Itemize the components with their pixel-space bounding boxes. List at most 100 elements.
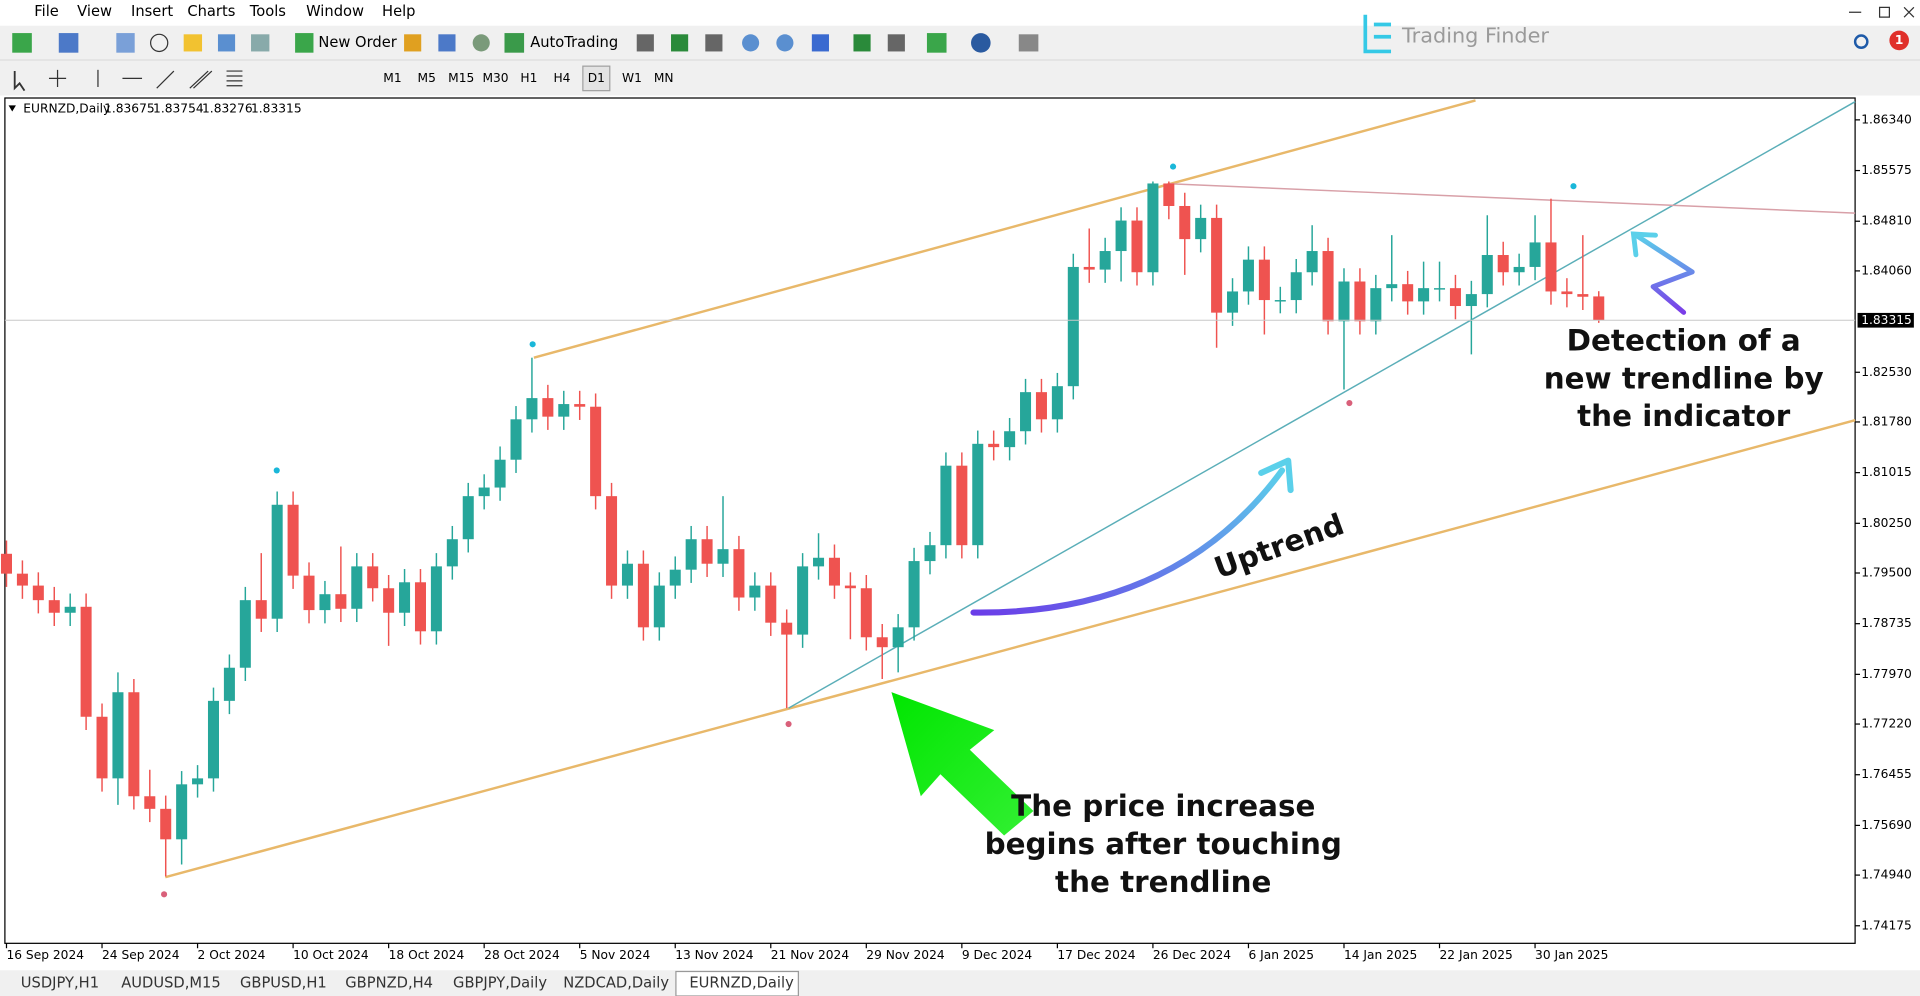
menu-item[interactable]: Insert <box>131 3 173 20</box>
timeframe-button[interactable]: MN <box>654 71 674 85</box>
y-tick-label: 1.81780 <box>1861 414 1912 428</box>
annotation-text: new trendline by <box>1544 361 1824 395</box>
candle-body <box>510 419 522 460</box>
y-tick-label: 1.77970 <box>1861 667 1912 681</box>
y-tick-label: 1.84810 <box>1861 214 1912 228</box>
timeframe-button[interactable]: H4 <box>553 71 570 85</box>
x-tick-label: 21 Nov 2024 <box>771 948 850 962</box>
menu-bar <box>0 0 1920 26</box>
y-tick-label: 1.85575 <box>1861 163 1912 177</box>
candle-body <box>1386 284 1398 289</box>
candle-body <box>781 622 793 635</box>
candle-body <box>669 569 681 586</box>
ohlc-value: 1.83276 <box>202 102 253 116</box>
candle-body <box>96 716 108 779</box>
menu-item[interactable]: Window <box>306 3 364 20</box>
bid-label-box <box>1857 312 1914 328</box>
menu-item[interactable]: Tools <box>249 3 286 20</box>
candle-body <box>813 557 825 567</box>
candle-body <box>892 627 904 648</box>
timeframe-button[interactable]: M5 <box>418 71 436 85</box>
timeframe-button[interactable]: M1 <box>383 71 401 85</box>
ohlc-value: 1.83315 <box>251 102 302 116</box>
menu-item[interactable]: Charts <box>187 3 235 20</box>
candle-body <box>828 557 840 586</box>
candle-body <box>1338 281 1350 322</box>
candle-body <box>940 465 952 546</box>
zigzag-arrow <box>1633 232 1695 315</box>
candle-body <box>1051 386 1063 420</box>
candles <box>0 181 1605 877</box>
timeframe-button[interactable]: W1 <box>622 71 642 85</box>
chart-tab[interactable]: NZDCAD,Daily <box>563 975 669 992</box>
candle-body <box>128 692 140 797</box>
candle-body <box>399 582 411 613</box>
candle-body <box>319 594 331 611</box>
candle-body <box>303 575 315 611</box>
candle-body <box>574 404 586 407</box>
menu-item[interactable]: Help <box>382 3 415 20</box>
notification-count: 1 <box>1895 33 1904 47</box>
candle-body <box>844 585 856 589</box>
chart-tab[interactable]: EURNZD,Daily <box>689 975 794 992</box>
y-tick-label: 1.80250 <box>1861 516 1912 530</box>
x-tick-label: 26 Dec 2024 <box>1153 948 1231 962</box>
candle-body <box>494 459 506 488</box>
candle-body <box>430 566 442 632</box>
candle-body <box>860 588 872 638</box>
ohlc-value: 1.83675 <box>104 102 155 116</box>
y-tick-label: 1.81015 <box>1861 465 1912 479</box>
candle-body <box>1465 294 1477 307</box>
candle-body <box>1067 266 1079 387</box>
candle-body <box>1322 251 1334 322</box>
toolbar-button[interactable]: AutoTrading <box>530 34 618 51</box>
candle-body <box>701 539 713 564</box>
candle-body <box>0 553 13 574</box>
y-tick-label: 1.74940 <box>1861 868 1912 882</box>
candle-body <box>1004 431 1016 448</box>
chart-title: EURNZD,Daily <box>23 102 110 116</box>
chart-menu-triangle <box>8 105 16 112</box>
candle-body <box>765 585 777 623</box>
uptrend-arrow-head <box>1258 457 1294 494</box>
chart-tab[interactable]: USDJPY,H1 <box>21 975 99 992</box>
candle-body <box>335 594 347 609</box>
candle-body <box>367 566 379 589</box>
chart-tab[interactable]: GBPJPY,Daily <box>453 975 547 992</box>
candle-body <box>621 563 633 586</box>
candle-body <box>160 808 172 840</box>
candle-body <box>176 784 188 840</box>
candle-body <box>1545 242 1557 292</box>
y-tick-label: 1.86340 <box>1861 112 1912 126</box>
toolbar-button[interactable]: New Order <box>318 34 397 51</box>
candle-body <box>1211 217 1223 313</box>
x-tick-label: 29 Nov 2024 <box>866 948 945 962</box>
candle-body <box>80 606 92 717</box>
candle-body <box>1497 255 1509 273</box>
x-tick-label: 10 Oct 2024 <box>293 948 369 962</box>
y-tick-label: 1.77220 <box>1861 717 1912 731</box>
annotation-text: the indicator <box>1577 399 1791 433</box>
timeframe-button[interactable]: M30 <box>482 71 508 85</box>
candle-body <box>144 796 156 809</box>
candle-body <box>1099 251 1111 270</box>
timeframe-button[interactable]: M15 <box>448 71 474 85</box>
y-tick-label: 1.76455 <box>1861 767 1912 781</box>
timeframe-button[interactable]: D1 <box>588 71 605 85</box>
menu-item[interactable]: File <box>34 3 59 20</box>
candle-body <box>956 465 968 546</box>
chart-tab[interactable]: GBPNZD,H4 <box>345 975 433 992</box>
menu-item[interactable]: View <box>77 3 112 20</box>
x-tick-label: 14 Jan 2025 <box>1344 948 1417 962</box>
chart-tab[interactable]: AUDUSD,M15 <box>121 975 221 992</box>
fractal-dots <box>161 163 1577 898</box>
timeframe-button[interactable]: H1 <box>520 71 537 85</box>
bid-label: 1.83315 <box>1861 313 1912 327</box>
x-tick-label: 6 Jan 2025 <box>1248 948 1314 962</box>
y-tick-label: 1.79500 <box>1861 565 1912 579</box>
chart-tab[interactable]: GBPUSD,H1 <box>240 975 327 992</box>
candle-body <box>351 566 363 609</box>
logo-text: Trading Finder <box>1401 24 1549 48</box>
x-tick-label: 18 Oct 2024 <box>389 948 465 962</box>
